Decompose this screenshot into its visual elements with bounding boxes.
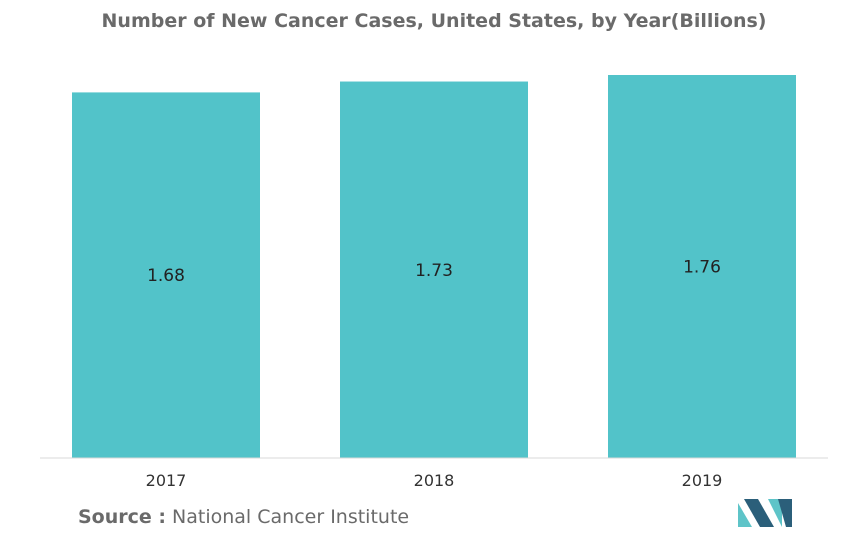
bar-2017 <box>72 92 260 458</box>
chart-title: Number of New Cancer Cases, United State… <box>101 10 767 32</box>
source-text: National Cancer Institute <box>166 506 410 528</box>
data-label-2018: 1.73 <box>415 261 453 281</box>
source-note: Source : National Cancer Institute <box>78 506 409 528</box>
x-tick-label-2019: 2019 <box>682 471 723 490</box>
data-label-2017: 1.68 <box>147 266 185 286</box>
x-tick-label-2018: 2018 <box>414 471 455 490</box>
logo-right-shape <box>768 499 782 527</box>
bar-2018 <box>340 81 528 458</box>
logo-middle-shape <box>744 499 774 527</box>
logo-tail-shape <box>778 499 792 527</box>
mordor-logo-icon <box>738 499 792 527</box>
bars-group: 1.68 1.73 1.76 <box>72 75 796 458</box>
x-tick-group: 2017 2018 2019 <box>146 471 723 490</box>
logo-left-shape <box>738 503 752 527</box>
data-label-2019: 1.76 <box>683 258 721 278</box>
bar-chart: 1.68 1.73 1.76 2017 2018 2019 <box>40 75 828 490</box>
source-prefix: Source : <box>78 506 166 528</box>
x-tick-label-2017: 2017 <box>146 471 187 490</box>
bar-2019 <box>608 75 796 458</box>
